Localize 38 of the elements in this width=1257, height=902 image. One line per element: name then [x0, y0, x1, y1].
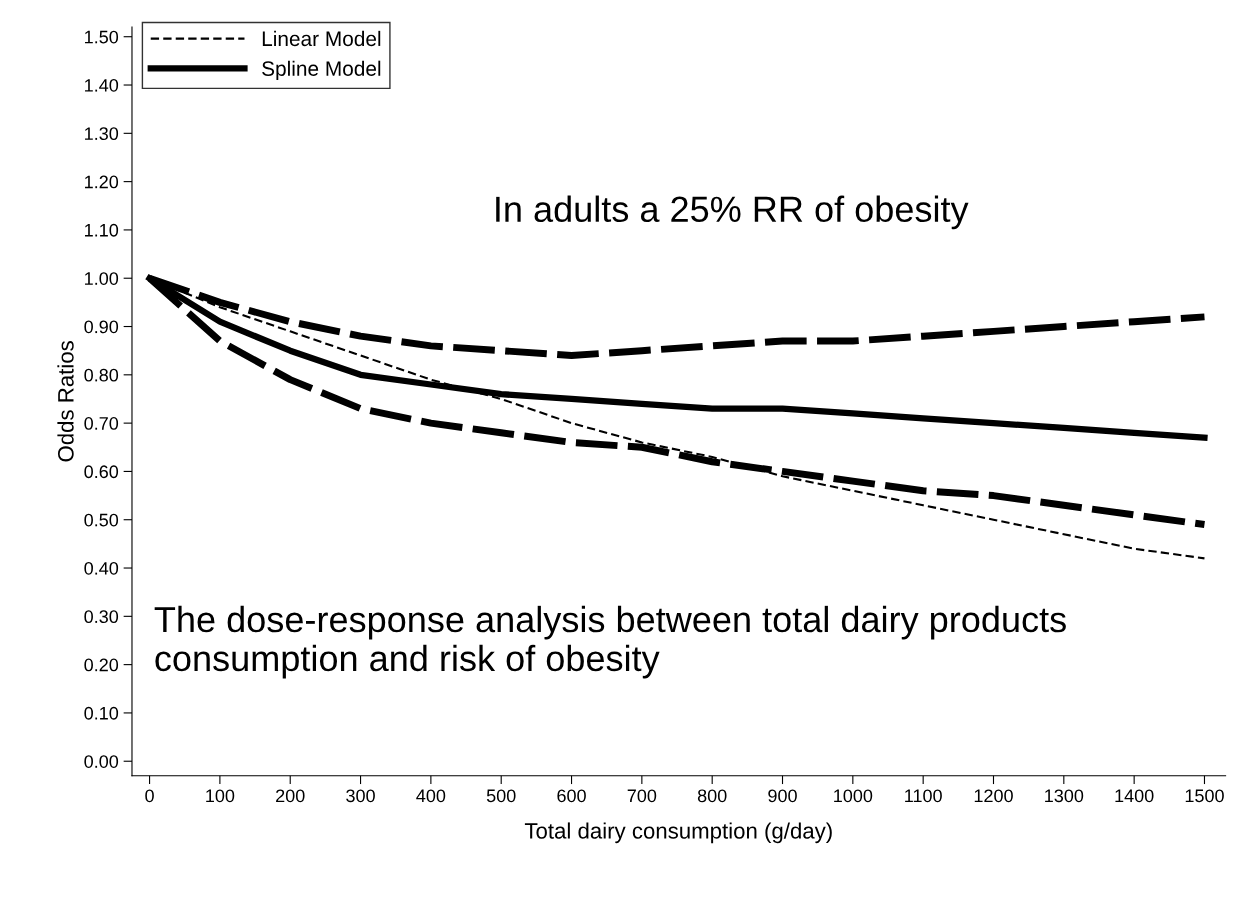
y-tick-label: 0.50	[84, 513, 119, 527]
y-tick-label: 0.30	[84, 610, 119, 624]
y-tick-label: 1.10	[85, 223, 119, 237]
y-tick-label: 1.00	[85, 272, 119, 285]
y-tick-label: 0.00	[84, 755, 119, 768]
y-tick-label: 0.80	[84, 368, 119, 382]
annotation: The dose-response analysis between total dairy products consumption and risk of obesity	[154, 605, 1066, 679]
x-tick-label: 300	[346, 789, 375, 803]
x-tick-label: 200	[276, 789, 305, 803]
annotation: In adults a 25% RR of obesity	[496, 195, 969, 230]
y-tick-label: 1.40	[85, 78, 119, 92]
y-tick-label: 1.20	[85, 175, 119, 189]
x-tick-label: 400	[416, 789, 446, 803]
x-tick-label: 1300	[1045, 789, 1084, 803]
x-tick-label: 500	[486, 789, 516, 803]
y-tick-label: 0.10	[84, 706, 119, 720]
x-tick-label: 600	[557, 789, 586, 803]
y-tick-label: 0.20	[84, 658, 119, 672]
x-tick-label: 1400	[1115, 789, 1154, 803]
x-tick-label: 700	[627, 789, 657, 803]
x-tick-label: 900	[768, 789, 797, 803]
y-tick-label: 0.60	[84, 465, 119, 479]
x-tick-label: 100	[206, 789, 235, 803]
legend-label: Linear Model	[262, 30, 381, 47]
legend-label: Spline Model	[262, 60, 381, 81]
y-tick-label: 0.40	[84, 561, 119, 575]
x-tick-label: 1000	[834, 789, 873, 803]
x-tick-label: 800	[697, 789, 727, 803]
x-tick-label: 1200	[974, 789, 1013, 803]
y-axis-title: Odds Ratios	[57, 341, 74, 462]
x-axis-title: Total dairy consumption (g/day)	[524, 822, 832, 844]
y-tick-label: 1.50	[85, 30, 119, 44]
x-tick-label: 1500	[1185, 789, 1224, 803]
y-tick-label: 1.30	[85, 127, 119, 141]
x-tick-label: 0	[145, 789, 154, 803]
y-tick-label: 0.90	[84, 320, 119, 334]
x-tick-label: 1100	[905, 789, 942, 803]
y-tick-label: 0.70	[84, 417, 119, 430]
